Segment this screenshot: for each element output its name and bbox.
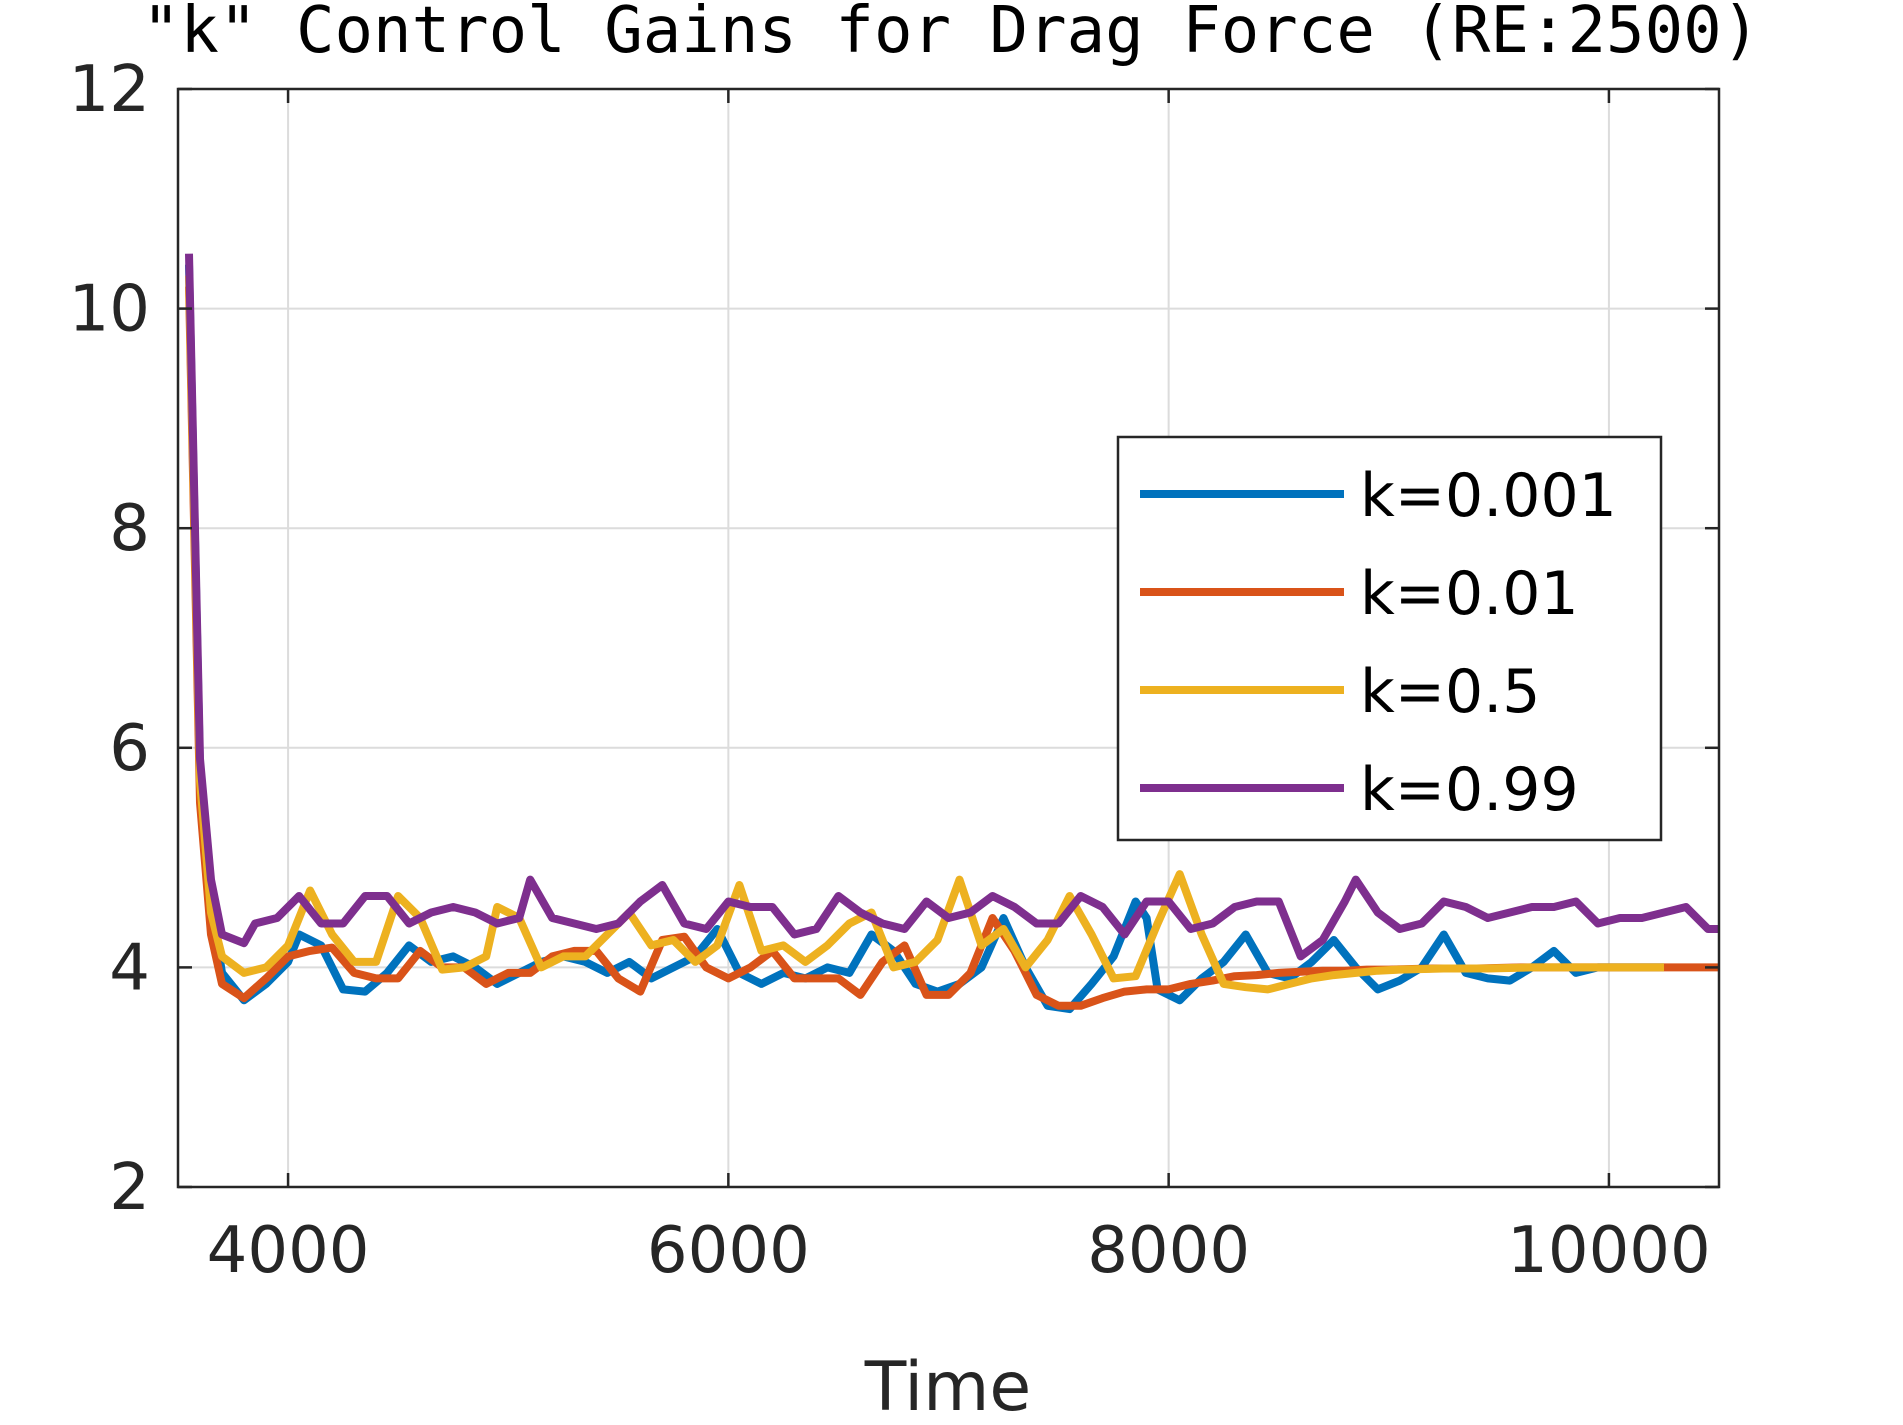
x-tick-label: 10000 (1507, 1214, 1711, 1288)
x-tick-label: 8000 (1087, 1214, 1250, 1288)
legend-label: k=0.01 (1360, 559, 1579, 629)
plot-area-frame (176, 87, 1721, 1189)
series-line-3 (185, 275, 1664, 994)
series-lines (185, 253, 1719, 1014)
legend-label: k=0.5 (1360, 657, 1540, 727)
legend-box (1116, 435, 1663, 842)
legend-label: k=0.99 (1360, 755, 1579, 825)
axis-ticks: 4000 6000 8000 10000 2 4 6 8 10 12 (69, 53, 1719, 1288)
x-tick-label: 6000 (647, 1214, 810, 1288)
series-line-1 (185, 264, 1664, 1014)
y-tick-label: 8 (109, 492, 150, 566)
y-tick-label: 4 (109, 931, 150, 1005)
legend: k=0.001 k=0.01 k=0.5 k=0.99 (1116, 435, 1663, 842)
y-tick-label: 10 (69, 273, 150, 347)
series-line-4 (185, 253, 1719, 961)
chart-title: "k" Control Gains for Drag Force (RE:250… (142, 0, 1760, 68)
x-tick-label: 4000 (207, 1214, 370, 1288)
legend-label: k=0.001 (1360, 461, 1617, 531)
y-tick-label: 2 (109, 1151, 150, 1225)
series-line-2 (185, 286, 1719, 1010)
y-tick-label: 6 (109, 712, 150, 786)
y-tick-label: 12 (69, 53, 150, 127)
x-axis-label: Time (864, 1348, 1031, 1425)
